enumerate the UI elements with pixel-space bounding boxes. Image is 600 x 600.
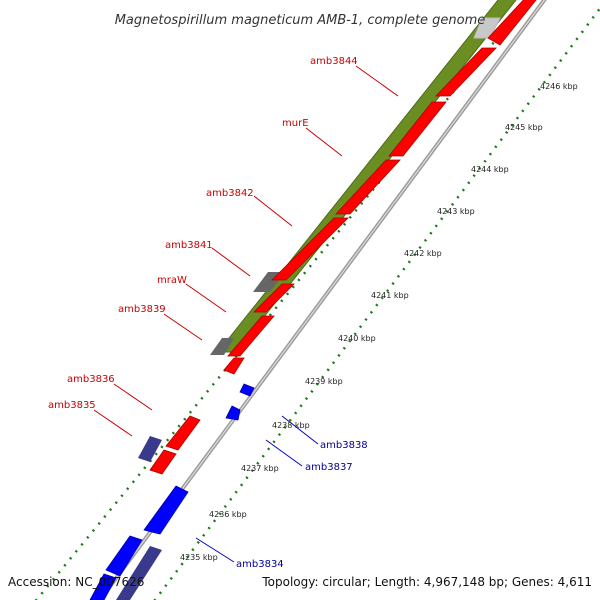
- leader-line: [93, 409, 133, 437]
- gene-arrow-forward: [165, 415, 201, 451]
- ruler-tick-label: 4236 kbp: [209, 510, 247, 519]
- leader-line: [253, 195, 293, 227]
- leader-line: [265, 439, 303, 467]
- reverse-operon-feature: [138, 436, 162, 462]
- gray-feature: [210, 338, 234, 355]
- ruler-tick-label: 4240 kbp: [338, 334, 376, 343]
- ruler-tick-label: 4242 kbp: [404, 249, 442, 258]
- gene-arrow-forward: [487, 0, 537, 46]
- gene-arrow-forward: [335, 159, 401, 215]
- ruler-tick-label: 4245 kbp: [505, 123, 543, 132]
- outer-dotted-line: [34, 0, 531, 600]
- gene-arrow-forward: [388, 101, 447, 157]
- leader-line: [281, 415, 319, 445]
- gene-arrow-forward: [223, 357, 245, 375]
- leader-line: [305, 127, 343, 157]
- gene-arrow-reverse: [143, 485, 189, 535]
- ruler-tick-label: 4243 kbp: [437, 207, 475, 216]
- genome-summary-text: Topology: circular; Length: 4,967,148 bp…: [261, 575, 592, 589]
- leader-line: [195, 537, 235, 563]
- genome-title: Magnetospirillum magneticum AMB-1, compl…: [115, 13, 486, 28]
- gene-label: amb3836: [67, 374, 115, 385]
- ruler-tick-label: 4238 kbp: [272, 421, 310, 430]
- gene-arrow-forward: [271, 217, 349, 281]
- ruler-ticks: 4235 kbp 4236 kbp 4237 kbp 4238 kbp 4239…: [180, 82, 578, 562]
- gene-arrow-forward: [227, 315, 275, 357]
- gene-arrow-reverse: [239, 383, 255, 397]
- gene-arrow-reverse: [225, 405, 241, 421]
- gene-label: amb3838: [320, 440, 368, 451]
- leader-line: [185, 283, 227, 313]
- forward-leaders: [93, 65, 399, 437]
- ruler-tick-label: 4241 kbp: [371, 291, 409, 300]
- gene-label: amb3837: [305, 462, 353, 473]
- accession-text: Accession: NC_007626: [8, 575, 144, 589]
- gene-label: amb3835: [48, 400, 96, 411]
- ruler-tick-label: 4235 kbp: [180, 553, 218, 562]
- leader-line: [163, 313, 203, 341]
- gene-label: amb3834: [236, 559, 284, 570]
- forward-genes: [149, 0, 537, 475]
- reverse-genes: [89, 383, 255, 600]
- gene-arrow-reverse: [89, 573, 117, 600]
- ruler-tick-label: 4246 kbp: [540, 82, 578, 91]
- leader-line: [355, 65, 399, 97]
- gene-arrow-forward: [149, 449, 177, 475]
- reverse-gene-labels: amb3838 amb3837 amb3834: [236, 440, 368, 570]
- gene-arrow-forward: [253, 283, 295, 313]
- gene-label: amb3839: [118, 304, 166, 315]
- leader-line: [211, 247, 251, 277]
- reverse-leaders: [195, 415, 319, 563]
- gene-label: amb3841: [165, 240, 213, 251]
- gene-arrow-forward: [435, 47, 497, 97]
- leader-line: [113, 383, 153, 411]
- gene-label: amb3842: [206, 188, 254, 199]
- reverse-operon-feature: [116, 546, 162, 600]
- gene-label: amb3844: [310, 56, 358, 67]
- ruler-tick-label: 4237 kbp: [241, 464, 279, 473]
- forward-gene-labels: amb3844 murE amb3842 amb3841 mraW amb383…: [48, 56, 358, 411]
- ruler-tick-label: 4239 kbp: [305, 377, 343, 386]
- ruler-tick-label: 4244 kbp: [471, 165, 509, 174]
- gene-label: murE: [282, 118, 309, 129]
- gene-label: mraW: [157, 275, 187, 286]
- gene-arrow-reverse: [105, 535, 143, 577]
